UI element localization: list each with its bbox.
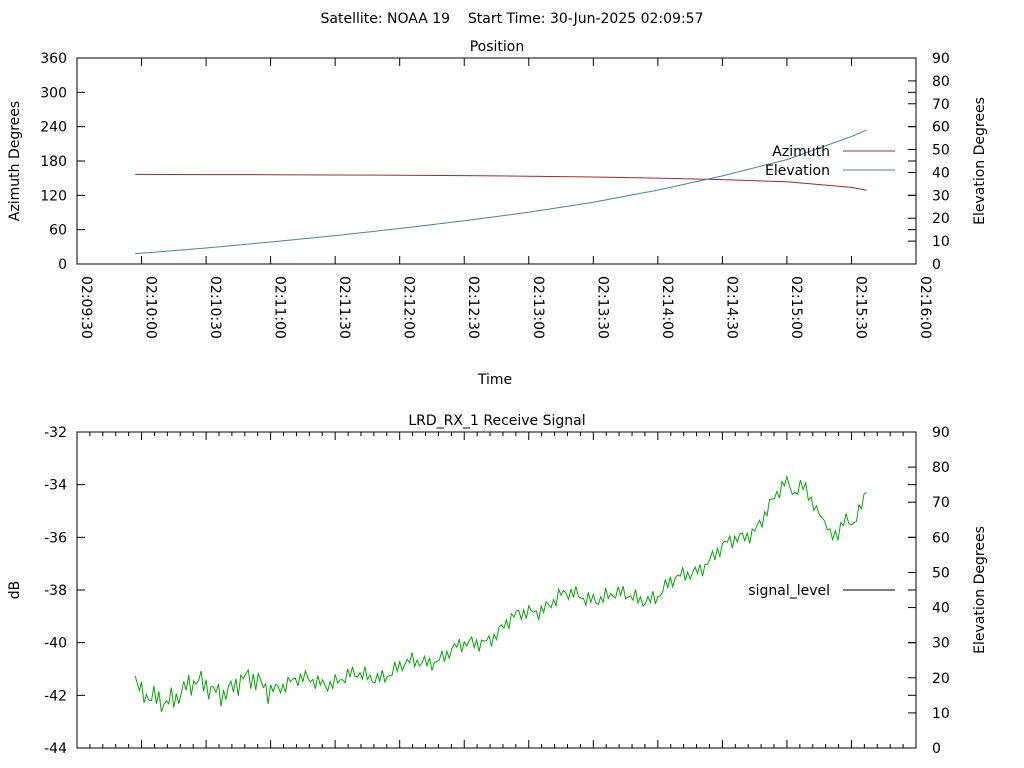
y2-tick-label: 60: [932, 120, 950, 136]
x-tick-label: 02:13:00: [530, 276, 546, 339]
position-y2-axis-label: Elevation Degrees: [972, 97, 988, 225]
y2-tick-label: 90: [932, 51, 950, 67]
y-tick-label: 240: [40, 120, 67, 136]
y-tick-label: 180: [40, 154, 67, 170]
y-tick-label: -42: [44, 688, 67, 704]
position-chart-title: Position: [470, 39, 525, 55]
series-line-elevation: [135, 129, 867, 255]
x-tick-label: 02:15:00: [788, 276, 804, 339]
signal-legend: signal_level: [748, 583, 895, 599]
x-tick-label: 02:10:30: [207, 276, 223, 339]
y-tick-label: -34: [44, 478, 67, 494]
y2-tick-label: 90: [932, 425, 950, 441]
legend-label-signal-level: signal_level: [748, 583, 830, 599]
legend-label-azimuth: Azimuth: [772, 144, 830, 160]
y2-tick-label: 80: [932, 74, 950, 90]
x-tick-label: 02:09:30: [78, 276, 94, 339]
y2-tick-label: 70: [932, 495, 950, 511]
y2-tick-label: 0: [932, 741, 941, 757]
signal-y2-axis-label: Elevation Degrees: [972, 526, 988, 654]
series-line-signal-level: [134, 474, 867, 713]
x-tick-label: 02:14:30: [723, 276, 739, 339]
y-tick-label: -38: [44, 583, 67, 599]
y-tick-label: -36: [44, 530, 67, 546]
position-series: [135, 129, 867, 255]
y2-tick-label: 80: [932, 460, 950, 476]
x-tick-label: 02:10:00: [143, 276, 159, 339]
x-tick-label: 02:11:30: [336, 276, 352, 339]
position-plot-frame: [76, 57, 917, 265]
x-tick-label: 02:12:30: [465, 276, 481, 339]
series-line-azimuth: [135, 173, 867, 191]
position-chart: Position 0 60 120 180 240 300 360 0 10 20 30 40 50 60…: [7, 39, 988, 388]
position-legend: Azimuth Elevation: [765, 144, 895, 179]
y-tick-label: 360: [40, 51, 67, 67]
signal-chart-title: LRD_RX_1 Receive Signal: [408, 413, 585, 429]
y-tick-label: -32: [44, 425, 67, 441]
legend-label-elevation: Elevation: [765, 163, 830, 179]
y2-tick-label: 0: [932, 257, 941, 273]
y-tick-label: -40: [44, 636, 67, 652]
x-tick-label: 02:14:00: [659, 276, 675, 339]
header-title: Satellite: NOAA 19 Start Time: 30-Jun-20…: [321, 11, 704, 27]
y2-tick-label: 20: [932, 671, 950, 687]
signal-y-axis-label: dB: [7, 581, 23, 600]
y2-tick-label: 30: [932, 636, 950, 652]
x-tick-label: 02:15:30: [852, 276, 868, 339]
x-tick-label: 02:13:30: [594, 276, 610, 339]
x-tick-label: 02:11:00: [272, 276, 288, 339]
position-ticks: 0 60 120 180 240 300 360 0 10 20 30 40 50 60 70 80 90 02:…: [40, 51, 950, 339]
x-tick-label: 02:12:00: [401, 276, 417, 339]
y2-tick-label: 40: [932, 165, 950, 181]
y-tick-label: 300: [40, 85, 67, 101]
y2-tick-label: 50: [932, 565, 950, 581]
y2-tick-label: 20: [932, 211, 950, 227]
y-tick-label: 120: [40, 188, 67, 204]
signal-ticks: -44 -42 -40 -38 -36 -34 -32 0 10 20 30 40 50 60 70 80 90: [44, 425, 950, 757]
signal-series: [134, 474, 867, 713]
y2-tick-label: 10: [932, 234, 950, 250]
y2-tick-label: 60: [932, 530, 950, 546]
y2-tick-label: 10: [932, 706, 950, 722]
y2-tick-label: 50: [932, 143, 950, 159]
signal-chart: LRD_RX_1 Receive Signal -44-42-40-38-36-…: [7, 413, 988, 757]
x-tick-label: 02:16:00: [917, 276, 933, 339]
y2-tick-label: 70: [932, 97, 950, 113]
y-tick-label: 0: [58, 257, 67, 273]
position-x-axis-label: Time: [477, 372, 512, 388]
y2-tick-label: 30: [932, 188, 950, 204]
y-tick-label: -44: [44, 741, 67, 757]
y2-tick-label: 40: [932, 601, 950, 617]
position-y-axis-label: Azimuth Degrees: [7, 101, 23, 221]
y-tick-label: 60: [49, 223, 67, 239]
